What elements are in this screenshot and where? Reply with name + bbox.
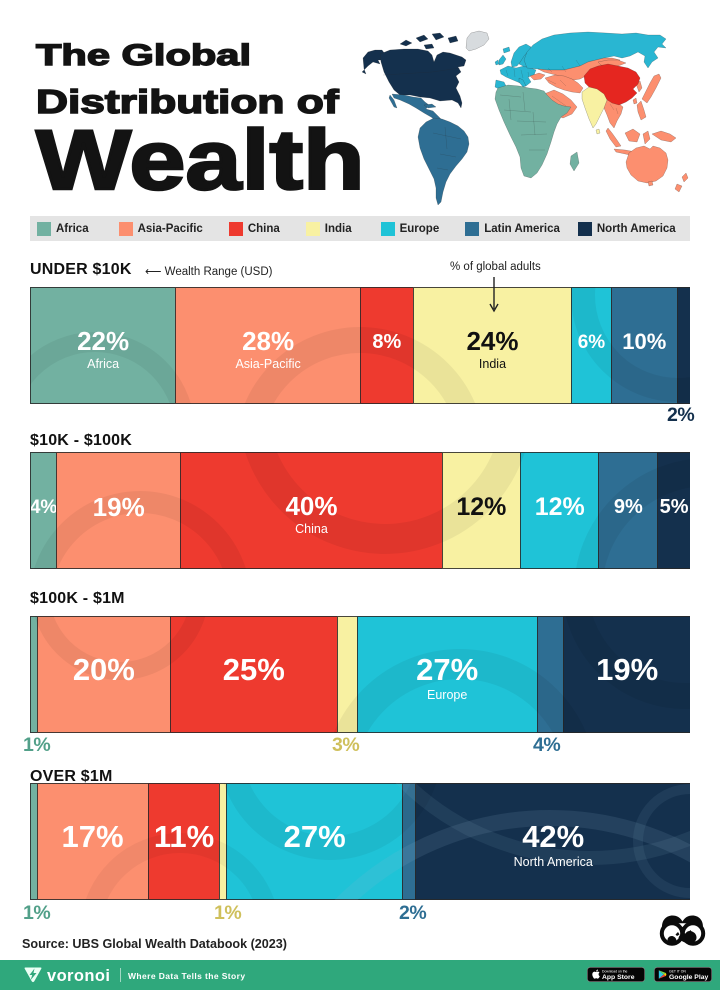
svg-text:Download on the: Download on the <box>602 970 628 974</box>
svg-text:App Store: App Store <box>602 974 635 981</box>
svg-text:GET IT ON: GET IT ON <box>669 970 686 974</box>
svg-text:Google Play: Google Play <box>669 974 709 981</box>
